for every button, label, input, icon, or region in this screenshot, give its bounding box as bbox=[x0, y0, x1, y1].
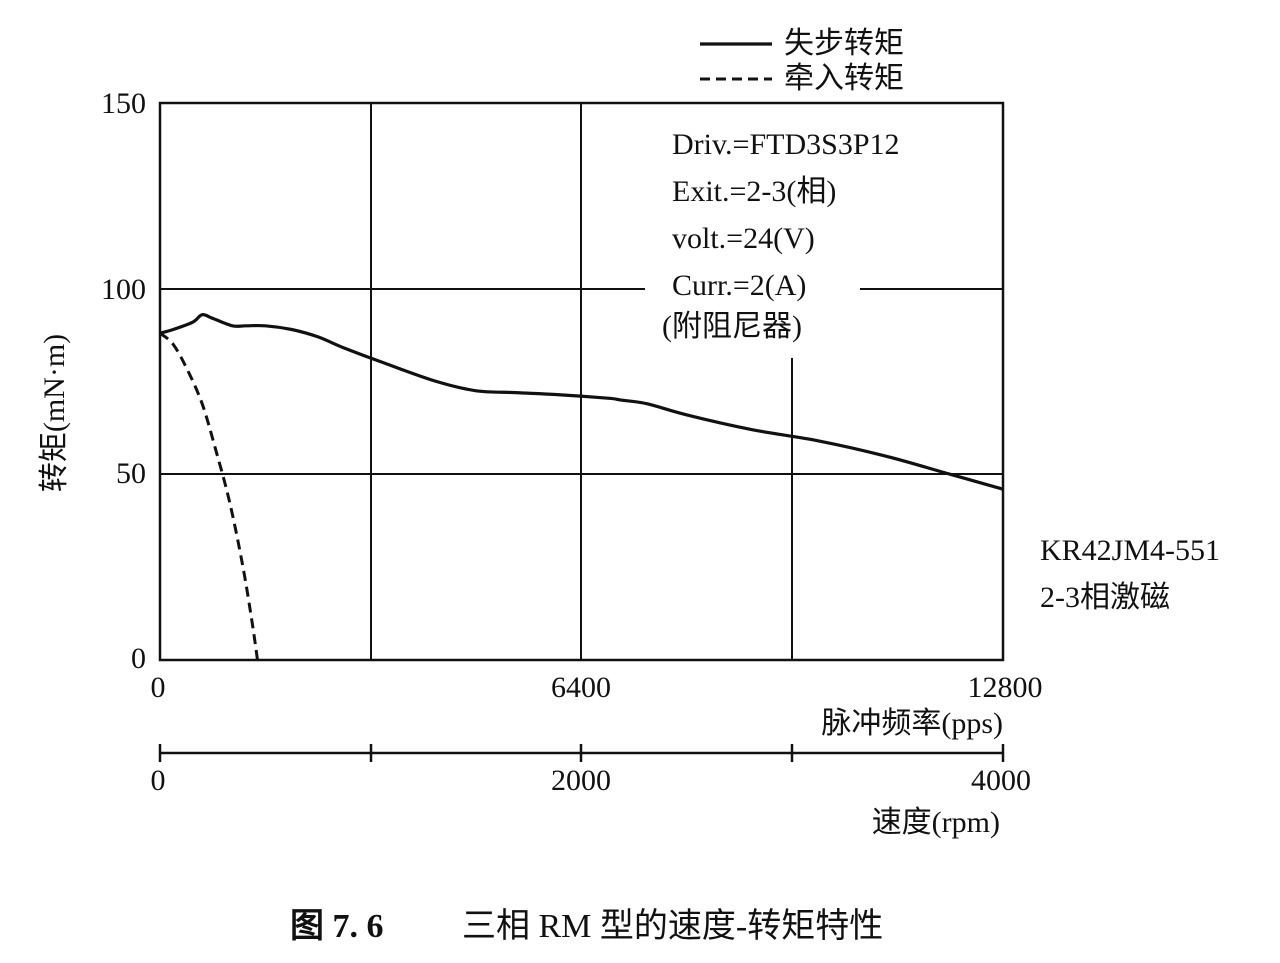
grid bbox=[160, 103, 1003, 660]
series-line-pull-out-torque bbox=[159, 312, 1004, 491]
drive-conditions: Driv.=FTD3S3P12 Exit.=2-3(相) volt.=24(V)… bbox=[662, 128, 900, 343]
secondary-tick-label: 0 bbox=[151, 764, 166, 797]
y-tick-label: 0 bbox=[131, 642, 146, 675]
y-axis-label: 转矩(mN·m) bbox=[38, 334, 71, 492]
excitation-mode: 2-3相激磁 bbox=[1040, 581, 1170, 614]
model-number: KR42JM4-551 bbox=[1040, 534, 1220, 567]
annotation-text: Exit.=2-3(相) bbox=[672, 175, 836, 208]
series-line-pull-in-torque bbox=[159, 332, 259, 661]
model-label: KR42JM4-551 2-3相激磁 bbox=[1040, 534, 1220, 614]
annotation-text: Curr.=2(A) bbox=[672, 269, 806, 302]
figure-caption: 三相 RM 型的速度-转矩特性 bbox=[462, 907, 883, 945]
figure-number: 图 7. 6 bbox=[290, 908, 384, 945]
legend: 失步转矩 牵入转矩 bbox=[700, 27, 904, 95]
legend-label: 失步转矩 bbox=[784, 27, 904, 60]
annotation-text: volt.=24(V) bbox=[672, 222, 815, 255]
x-axis-label: 脉冲频率(pps) bbox=[821, 707, 1003, 740]
x-tick-label: 6400 bbox=[551, 671, 611, 704]
annotation-text: Driv.=FTD3S3P12 bbox=[672, 128, 900, 161]
annotation-text: (附阻尼器) bbox=[662, 310, 802, 343]
y-tick-label: 50 bbox=[116, 457, 146, 490]
secondary-axis-label: 速度(rpm) bbox=[872, 806, 1000, 839]
secondary-tick-label: 4000 bbox=[971, 764, 1031, 797]
x-tick-label: 0 bbox=[151, 671, 166, 704]
secondary-axis bbox=[158, 744, 1005, 762]
x-tick-label: 12800 bbox=[968, 671, 1043, 704]
y-tick-label: 150 bbox=[101, 87, 146, 120]
legend-label: 牵入转矩 bbox=[784, 62, 904, 95]
secondary-tick-label: 2000 bbox=[551, 764, 611, 797]
y-tick-label: 100 bbox=[101, 273, 146, 306]
